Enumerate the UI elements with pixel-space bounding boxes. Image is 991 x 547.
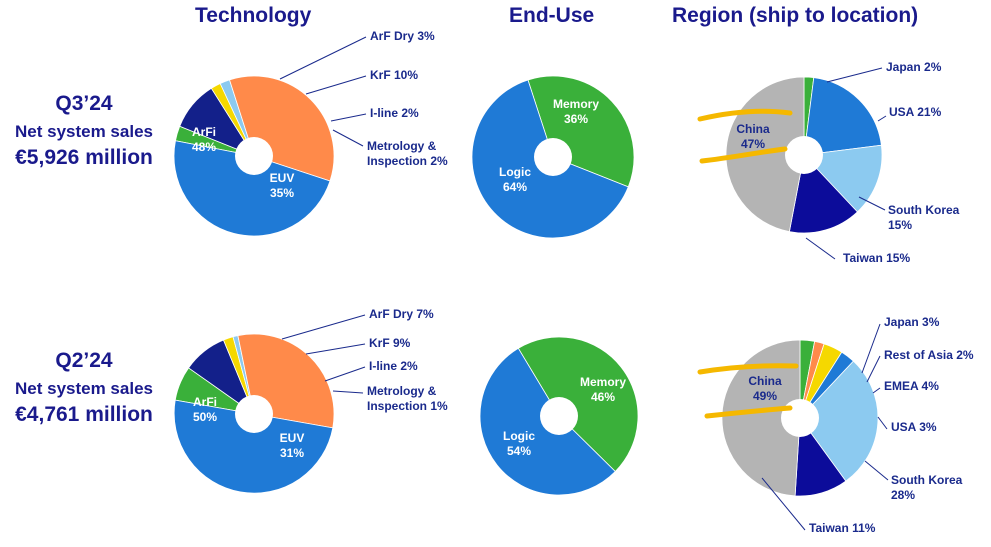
q2-region-slice-south-korea	[799, 360, 879, 482]
q3-enduse-label-logic: Logic 64%	[499, 165, 531, 194]
q2-region-leader-emea	[872, 387, 881, 394]
q2-region-label-rest-of-asia: Rest of Asia 2%	[884, 348, 974, 362]
q2-technology-label-euv: EUV 31%	[280, 431, 305, 460]
q3-enduse-slice-memory	[527, 75, 635, 188]
q2-technology-leader-krf	[305, 343, 366, 355]
q2-technology-pie: ArF Dry 7% KrF 9% I-line 2% Metrology & Insp…	[173, 307, 448, 494]
q3-region-leader-japan	[826, 67, 883, 83]
q2-enduse-label-logic: Logic 54%	[503, 429, 535, 458]
q2-region-label-south-korea: South Korea 28%	[891, 473, 963, 502]
highlight-mark	[704, 405, 793, 419]
q2-technology-label-arf-dry: ArF Dry 7%	[369, 307, 434, 321]
q2-region-leader-south-korea	[864, 460, 889, 481]
q3-technology-center-hole	[235, 137, 273, 175]
q3-region-slice-south-korea	[803, 144, 883, 213]
q3-enduse-label-memory: Memory 36%	[553, 97, 599, 126]
q2-enduse-label-memory: Memory 46%	[580, 375, 626, 404]
q3-technology-label-krf: KrF 10%	[370, 68, 418, 82]
q3-enduse-pie: Memory 36% Logic 64%	[471, 75, 635, 239]
q2-enduse-pie: Memory 46% Logic 54%	[479, 336, 639, 496]
q3-enduse-center-hole	[534, 138, 572, 176]
q3-region-label-taiwan: Taiwan 15%	[843, 251, 910, 265]
q3-region-slice-taiwan	[788, 154, 858, 234]
q3-sales-value: €5,926 million	[15, 146, 153, 169]
q3-region-leader-taiwan	[805, 237, 836, 260]
q2-enduse-center-hole	[540, 397, 578, 435]
q3-region-label-japan: Japan 2%	[886, 60, 942, 74]
q2-technology-leader-arf-dry	[281, 314, 366, 340]
q3-period-label: Q3’24 Net system sales €5,926 million	[0, 92, 168, 170]
q2-sales-value: €4,761 million	[15, 403, 153, 426]
q2-region-pie: Japan 3% Rest of Asia 2% EMEA 4% USA 3% Sout…	[721, 315, 974, 535]
q2-region-leader-usa	[877, 416, 888, 430]
q3-technology-leader-metrology-and-inspection	[332, 129, 364, 147]
q3-technology-slice-arfi	[173, 140, 331, 237]
q2-technology-label-arfi: ArFi 50%	[193, 395, 217, 424]
q3-region-center-hole	[785, 136, 823, 174]
q3-technology-label-euv: EUV 35%	[270, 171, 295, 200]
q2-quarter: Q2’24	[55, 349, 113, 372]
q3-region-label-south-korea: South Korea 15%	[888, 203, 960, 232]
highlight-mark	[699, 146, 788, 164]
q2-metric: Net system sales	[15, 379, 153, 398]
q2-technology-leader-i-line	[324, 366, 366, 382]
q3-technology-label-arfi: ArFi 48%	[192, 125, 216, 154]
q3-quarter: Q3’24	[55, 92, 113, 115]
q2-region-leader-rest-of-asia	[866, 355, 881, 383]
q2-period-label: Q2’24 Net system sales €4,761 million	[0, 349, 168, 427]
q2-region-center-hole	[781, 399, 819, 437]
q3-region-label-china: China 47%	[736, 122, 770, 151]
q3-region-leader-south-korea	[858, 196, 886, 211]
q2-region-label-emea: EMEA 4%	[884, 379, 939, 393]
q2-enduse-slice-memory	[517, 336, 639, 473]
technology-header: Technology	[195, 4, 312, 27]
q2-technology-label-i-line: I-line 2%	[369, 359, 418, 373]
q2-technology-slice-arfi	[173, 399, 334, 494]
q3-region-pie: Japan 2% USA 21% South Korea 15% Taiwan 15% C…	[725, 60, 960, 265]
q3-region-leader-usa	[877, 115, 887, 122]
q3-technology-pie: ArF Dry 3% KrF 10% I-line 2% Metrology & Ins…	[173, 29, 448, 237]
q3-technology-leader-arf-dry	[279, 36, 367, 80]
q3-technology-label-metrology-and-inspection: Metrology & Inspection 2%	[367, 139, 448, 168]
end-use-header: End-Use	[509, 4, 595, 27]
highlight-mark	[697, 108, 793, 122]
q3-technology-leader-krf	[305, 75, 367, 95]
q2-technology-label-metrology-and-inspection: Metrology & Inspection 1%	[367, 384, 448, 413]
q2-region-label-taiwan: Taiwan 11%	[809, 521, 876, 535]
q2-region-label-china: China 49%	[748, 374, 782, 403]
q3-technology-label-arf-dry: ArF Dry 3%	[370, 29, 435, 43]
q2-region-leader-taiwan	[761, 477, 806, 531]
q2-technology-center-hole	[235, 395, 273, 433]
region-header: Region (ship to location)	[672, 4, 919, 27]
q3-region-label-usa: USA 21%	[889, 105, 942, 119]
q2-region-label-japan: Japan 3%	[884, 315, 940, 329]
q2-technology-leader-metrology-and-inspection	[332, 390, 364, 394]
q2-region-leader-japan	[861, 323, 881, 374]
q3-region-slice-usa	[803, 77, 882, 156]
q3-technology-leader-i-line	[330, 113, 367, 122]
q2-region-label-usa: USA 3%	[891, 420, 937, 434]
q3-metric: Net system sales	[15, 122, 153, 141]
q2-technology-label-krf: KrF 9%	[369, 336, 411, 350]
q3-technology-label-i-line: I-line 2%	[370, 106, 419, 120]
highlight-mark	[697, 363, 799, 375]
